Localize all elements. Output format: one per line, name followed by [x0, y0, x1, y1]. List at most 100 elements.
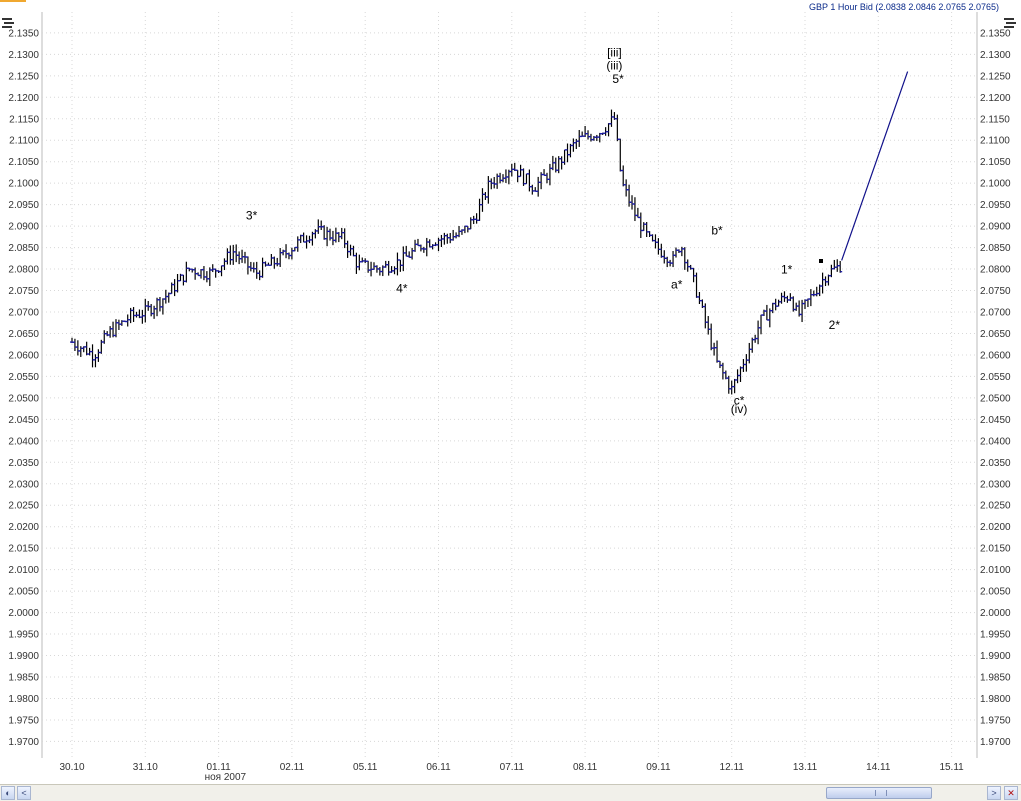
y-tick-label: 2.1000 — [980, 179, 1011, 190]
y-tick-label: 2.0000 — [980, 608, 1011, 619]
y-tick-label: 2.0550 — [980, 372, 1011, 383]
x-tick-label: 08.11 — [573, 762, 598, 773]
x-tick-label: 07.11 — [500, 762, 525, 773]
y-tick-label: 2.0050 — [8, 587, 39, 598]
y-tick-label: 2.0100 — [980, 565, 1011, 576]
y-tick-label: 2.1150 — [980, 114, 1010, 125]
top-bar: GBP 1 Hour Bid (2.0838 2.0846 2.0765 2.0… — [0, 0, 1021, 15]
wave-label: 4* — [396, 282, 408, 296]
y-tick-label: 2.0700 — [980, 308, 1011, 319]
chart-title: GBP 1 Hour Bid (2.0838 2.0846 2.0765 2.0… — [809, 2, 999, 12]
ohlc-bars — [70, 109, 843, 395]
y-tick-label: 2.0900 — [8, 222, 39, 233]
grid — [41, 12, 978, 758]
wave-annotations: [iii](iii)5* 3* 4* a* b* 1* 2* c*(iv) — [246, 46, 840, 416]
wave-label: 5* — [612, 72, 624, 86]
x-tick-label: 12.11 — [720, 762, 745, 773]
wave-label: 3* — [246, 209, 258, 223]
y-tick-label: 2.0650 — [8, 329, 39, 340]
y-tick-label: 2.1250 — [980, 71, 1011, 82]
x-tick-label: 30.10 — [59, 762, 84, 773]
y-tick-label: 2.1000 — [8, 179, 39, 190]
y-tick-label: 2.1100 — [9, 136, 39, 147]
wave-label: (iii) — [606, 58, 622, 72]
x-tick-label: 14.11 — [866, 762, 891, 773]
y-tick-label: 2.0350 — [8, 458, 39, 469]
wave-label: (iv) — [731, 402, 748, 416]
wave-label: c* — [734, 393, 745, 407]
y-tick-label: 2.0500 — [980, 393, 1011, 404]
y-tick-label: 1.9950 — [980, 630, 1011, 641]
y-tick-label: 1.9750 — [8, 715, 39, 726]
chart-settings-icon[interactable] — [1, 16, 15, 30]
scroll-right-button[interactable]: > — [987, 786, 1001, 800]
horizontal-scrollbar[interactable]: ◐ < > ✕ — [0, 784, 1021, 801]
y-tick-label: 2.0300 — [8, 479, 39, 490]
wave-label: 1* — [781, 262, 793, 276]
y-tick-label: 2.0950 — [8, 200, 39, 211]
y-tick-label: 2.0050 — [980, 587, 1011, 598]
y-tick-label: 2.0350 — [980, 458, 1011, 469]
x-sublabel: ноя 2007 — [205, 772, 247, 783]
y-tick-label: 1.9900 — [8, 651, 39, 662]
y-tick-label: 2.0800 — [980, 265, 1011, 276]
y-tick-label: 2.0300 — [980, 479, 1011, 490]
scrollbar-thumb[interactable] — [826, 787, 932, 799]
y-tick-label: 2.0650 — [980, 329, 1011, 340]
y-tick-label: 1.9950 — [8, 630, 39, 641]
y-tick-label: 2.0600 — [980, 350, 1011, 361]
x-tick-label: 15.11 — [939, 762, 964, 773]
y-tick-label: 2.0850 — [980, 243, 1011, 254]
x-tick-label: 05.11 — [353, 762, 378, 773]
y-axis-right: 2.1350 2.1300 2.1250 2.1200 2.1150 2.1100 2.10… — [980, 28, 1011, 748]
y-tick-label: 2.0950 — [980, 200, 1011, 211]
y-tick-label: 2.1200 — [980, 93, 1011, 104]
wave-label: 2* — [829, 318, 841, 332]
x-tick-label: 01.11 — [206, 762, 231, 773]
y-tick-label: 2.0750 — [980, 286, 1011, 297]
price-chart[interactable]: 2.1350 2.1300 2.1250 2.1200 2.1150 2.1100 2.10… — [0, 0, 1021, 784]
y-tick-label: 2.1250 — [8, 71, 39, 82]
y-tick-label: 2.0150 — [980, 544, 1011, 555]
y-tick-label: 2.0400 — [8, 436, 39, 447]
zoom-icon[interactable]: ◐ — [1, 786, 15, 800]
y-tick-label: 2.1300 — [980, 50, 1011, 61]
y-tick-label: 2.0700 — [8, 308, 39, 319]
y-tick-label: 1.9900 — [980, 651, 1011, 662]
y-tick-label: 1.9850 — [980, 673, 1011, 684]
x-tick-label: 02.11 — [280, 762, 305, 773]
x-axis: 30.10 31.10 01.11 02.11 05.11 06.11 07.11 08.11… — [59, 762, 964, 783]
y-tick-label: 1.9750 — [980, 715, 1011, 726]
close-icon[interactable]: ✕ — [1004, 786, 1018, 800]
marker-square — [819, 259, 823, 263]
y-tick-label: 2.0400 — [980, 436, 1011, 447]
x-tick-label: 31.10 — [133, 762, 158, 773]
wave-label: a* — [671, 277, 683, 291]
y-tick-label: 2.0150 — [8, 544, 39, 555]
y-tick-label: 2.0000 — [8, 608, 39, 619]
y-tick-label: 2.0200 — [8, 522, 39, 533]
y-tick-label: 2.0450 — [8, 415, 39, 426]
x-tick-label: 09.11 — [646, 762, 671, 773]
y-tick-label: 2.0900 — [980, 222, 1011, 233]
x-tick-label: 06.11 — [426, 762, 451, 773]
y-tick-label: 2.0600 — [8, 350, 39, 361]
wave-label: b* — [711, 224, 723, 238]
y-tick-label: 1.9700 — [980, 737, 1011, 748]
y-tick-label: 2.0500 — [8, 393, 39, 404]
y-tick-label: 2.1050 — [8, 157, 39, 168]
y-tick-label: 2.0250 — [8, 501, 39, 512]
scroll-left-button[interactable]: < — [17, 786, 31, 800]
y-tick-label: 1.9700 — [8, 737, 39, 748]
y-tick-label: 2.0550 — [8, 372, 39, 383]
y-tick-label: 2.0100 — [8, 565, 39, 576]
wave-label: [iii] — [607, 46, 622, 60]
trend-line-layer[interactable] — [841, 71, 909, 261]
y-tick-label: 2.0250 — [980, 501, 1011, 512]
chart-settings-icon-right[interactable] — [1003, 16, 1017, 30]
y-tick-label: 2.0850 — [8, 243, 39, 254]
y-tick-label: 2.1200 — [8, 93, 39, 104]
y-tick-label: 1.9800 — [8, 694, 39, 705]
trend-line[interactable] — [841, 71, 909, 261]
y-axis-left: 2.1350 2.1300 2.1250 2.1200 2.1150 2.1100 2.10… — [8, 28, 39, 748]
